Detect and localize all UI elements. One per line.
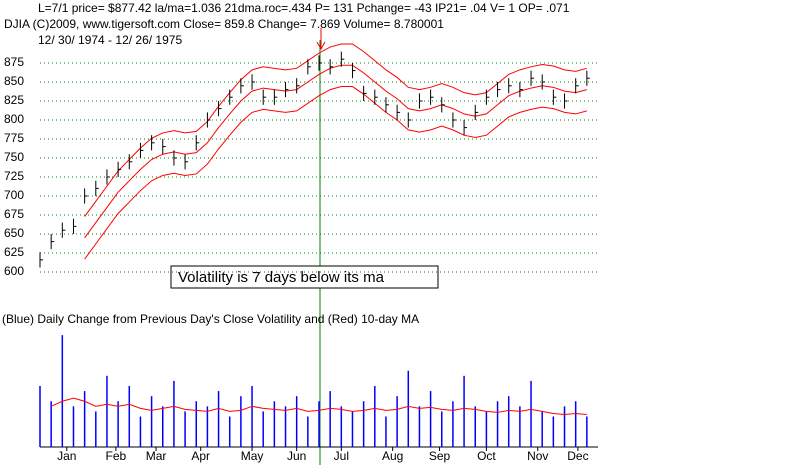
header-line: 12/ 30/ 1974 - 12/ 26/ 1975 <box>38 33 182 47</box>
panel-title: (Blue) Daily Change from Previous Day's … <box>2 312 419 326</box>
band-line <box>84 43 587 217</box>
header-line: L=7/1 price= $877.42 la/ma=1.036 21dma.r… <box>38 1 570 15</box>
x-tick-label: Jun <box>287 449 306 463</box>
header-line: DJIA (C)2009, www.tigersoft.com Close= 8… <box>4 17 444 31</box>
band-line <box>84 86 587 260</box>
y-tick-label: 775 <box>4 131 24 145</box>
arrow-head <box>316 41 326 51</box>
band-line <box>84 64 587 239</box>
x-tick-label: Jan <box>57 449 76 463</box>
y-tick-label: 825 <box>4 93 24 107</box>
x-tick-label: Mar <box>146 449 167 463</box>
x-tick-label: Apr <box>191 449 210 463</box>
y-tick-label: 700 <box>4 188 24 202</box>
x-tick-label: Jul <box>334 449 349 463</box>
x-tick-label: Nov <box>527 449 548 463</box>
x-tick-label: Sep <box>429 449 451 463</box>
y-tick-label: 600 <box>4 264 24 278</box>
x-tick-label: Feb <box>106 449 127 463</box>
x-tick-label: Aug <box>382 449 403 463</box>
y-tick-label: 875 <box>4 55 24 69</box>
annotation: Volatility is 7 days below its ma <box>178 269 385 286</box>
y-tick-label: 850 <box>4 74 24 88</box>
x-tick-label: Oct <box>477 449 496 463</box>
y-tick-label: 725 <box>4 169 24 183</box>
annotation-box <box>170 265 439 289</box>
y-tick-label: 800 <box>4 112 24 126</box>
y-tick-label: 750 <box>4 150 24 164</box>
y-tick-label: 650 <box>4 226 24 240</box>
y-tick-label: 625 <box>4 245 24 259</box>
x-tick-label: Dec <box>567 449 588 463</box>
y-tick-label: 675 <box>4 207 24 221</box>
x-tick-label: May <box>241 449 264 463</box>
ma-line <box>50 397 587 415</box>
